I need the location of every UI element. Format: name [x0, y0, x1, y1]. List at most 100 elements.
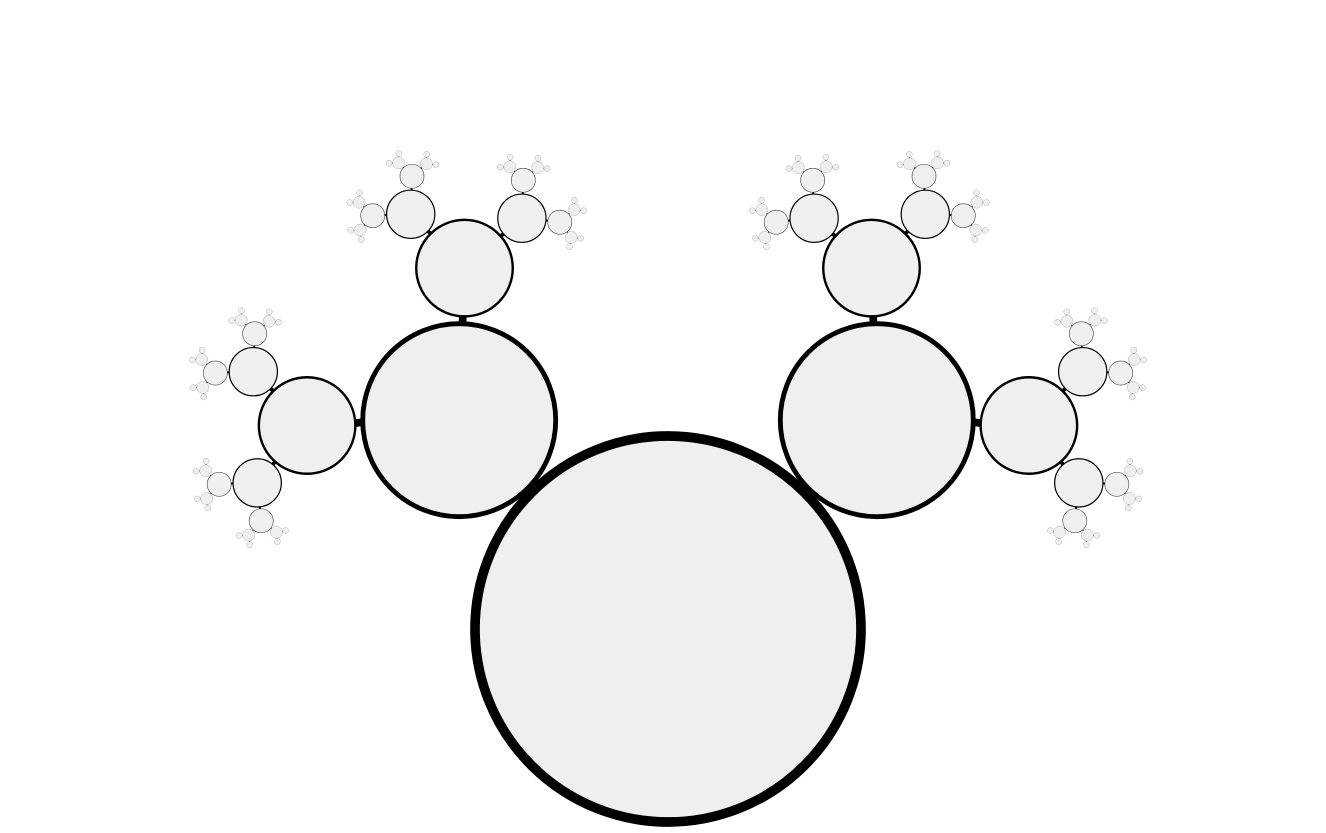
tree-node-d6 [266, 308, 273, 315]
tree-node-d6 [385, 160, 393, 167]
tree-node-d6 [1136, 467, 1143, 475]
tree-node-d6 [238, 307, 245, 314]
tree-node-d6 [190, 384, 197, 391]
tree-node-d6 [1125, 504, 1132, 512]
tree-node-d1 [360, 321, 559, 520]
tree-node-d5 [755, 203, 769, 216]
tree-node-d6 [497, 163, 504, 171]
tree-node-d6 [971, 236, 978, 243]
tree-node-d5 [1053, 526, 1066, 539]
tree-node-d6 [534, 155, 542, 162]
tree-node-d4 [800, 167, 826, 193]
tree-node-d2 [979, 376, 1079, 475]
tree-node-d6 [202, 458, 210, 465]
tree-node-d4 [202, 360, 228, 386]
tree-node-d3 [228, 346, 279, 397]
tree-node-d6 [356, 189, 363, 196]
tree-node-d1 [777, 321, 976, 520]
tree-node-d6 [1139, 384, 1146, 391]
tree-node-d6 [1093, 532, 1100, 539]
tree-node-d6 [933, 150, 941, 157]
tree-node-d6 [983, 199, 990, 206]
tree-node-d4 [206, 471, 232, 497]
tree-node-d3 [1054, 458, 1104, 508]
tree-node-d4 [911, 163, 937, 189]
tree-node-d5 [270, 526, 283, 539]
tree-node-d4 [248, 508, 274, 534]
tree-node-d6 [423, 151, 430, 158]
tree-node-d4 [242, 321, 268, 347]
tree-node-d4 [360, 203, 386, 229]
tree-node-d6 [973, 189, 980, 196]
tree-node-d5 [565, 231, 578, 244]
tree-node-d6 [1129, 393, 1136, 401]
tree-node-d6 [1047, 527, 1054, 534]
tree-node-d5 [1060, 315, 1074, 328]
tree-node-d5 [353, 196, 366, 209]
tree-node-d6 [832, 163, 839, 171]
tree-node-d6 [236, 532, 243, 539]
tree-node-d6 [1135, 495, 1142, 503]
tree-node-d5 [567, 203, 581, 216]
tree-node-d6 [763, 243, 770, 250]
tree-node-d3 [232, 458, 282, 508]
tree-node-d6 [1126, 458, 1134, 465]
tree-node-d5 [792, 161, 805, 174]
tree-node-d5 [200, 492, 213, 505]
tree-node-d6 [566, 243, 573, 250]
tree-node-d4 [510, 167, 536, 193]
tree-node-d3 [900, 189, 951, 240]
tree-node-d4 [399, 163, 425, 189]
tree-node-d6 [543, 165, 551, 172]
tree-node-d6 [1140, 356, 1147, 364]
tree-node-d6 [189, 356, 196, 364]
tree-node-d6 [758, 197, 765, 204]
tree-node-d3 [789, 193, 839, 243]
tree-node-d5 [1081, 528, 1094, 542]
tree-node-d5 [354, 223, 367, 237]
tree-node-d5 [195, 353, 209, 366]
tree-node-d5 [503, 160, 516, 173]
tree-node-d2 [257, 376, 357, 475]
tree-node-d5 [420, 157, 433, 170]
tree-node-d3 [385, 189, 436, 240]
tree-node-d6 [982, 227, 989, 234]
tree-node-d6 [896, 161, 904, 168]
tree-node-d6 [358, 236, 365, 243]
tree-node-d4 [763, 209, 789, 235]
tree-node-d6 [580, 207, 587, 214]
tree-node-d6 [1130, 346, 1137, 354]
tree-node-d6 [506, 154, 514, 161]
tree-node-d6 [1101, 317, 1108, 324]
tree-node-d6 [204, 504, 211, 512]
tree-node-d5 [758, 231, 771, 244]
tree-node-d6 [194, 495, 201, 503]
tree-node-d6 [275, 319, 282, 326]
node-layer [189, 150, 1147, 827]
tree-node-d6 [752, 235, 759, 242]
tree-node-d5 [931, 156, 944, 170]
tree-node-d6 [228, 317, 235, 324]
tree-node-d6 [193, 467, 200, 475]
tree-node-d3 [497, 193, 547, 243]
tree-node-d5 [199, 464, 212, 477]
tree-node-d3 [1057, 346, 1108, 397]
tree-node-d6 [246, 541, 253, 548]
tree-node-d6 [822, 154, 830, 161]
tree-node-d4 [950, 203, 976, 229]
tree-node-d6 [577, 235, 584, 242]
tree-node-d4 [1068, 321, 1094, 347]
tree-node-d6 [199, 346, 206, 354]
tree-node-d5 [903, 157, 916, 170]
tree-node-d6 [571, 197, 578, 204]
tree-node-d4 [547, 209, 573, 235]
tree-node-d4 [1104, 471, 1130, 497]
tree-node-d6 [1083, 541, 1090, 548]
tree-node-d5 [820, 160, 833, 173]
tree-node-d5 [1127, 353, 1141, 366]
tree-node-d6 [906, 151, 913, 158]
tree-node-d5 [392, 156, 405, 170]
tree-node-d6 [347, 227, 354, 234]
